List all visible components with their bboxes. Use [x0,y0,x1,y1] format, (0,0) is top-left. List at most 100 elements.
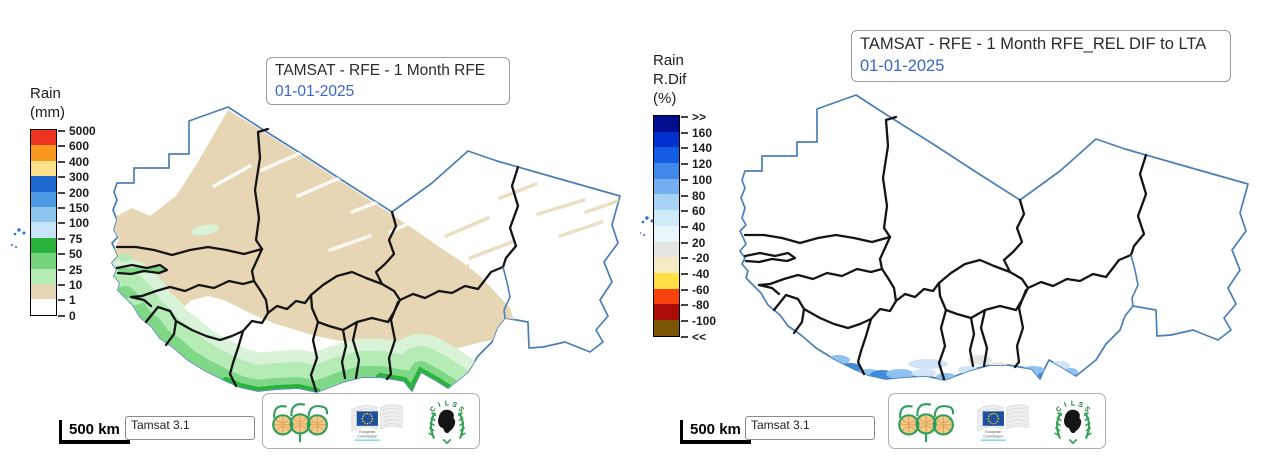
lake-chad-border [502,266,511,319]
colorbar-band [654,225,679,242]
legend-tick-label: 20 [692,235,706,250]
colorbar-band [654,116,679,132]
legend-tick [681,273,688,275]
panel-rfe-rel-dif: Rain R.Dif (%) >> 160 140 120 100 80 60 40 20 -20 -40… [640,0,1280,470]
colorbar-band [31,253,56,269]
svg-text:European: European [359,430,375,434]
colorbar-band [654,304,679,320]
legend-tick [681,288,688,291]
legend-tick [58,145,65,148]
agrhymet-logo [272,403,329,443]
map-title: TAMSAT - RFE - 1 Month RFE_REL DIF to LT… [860,35,1207,53]
colorbar-band [654,163,679,179]
map-title-box: TAMSAT - RFE - 1 Month RFE_REL DIF to LT… [851,30,1231,82]
colorbar-band [31,222,56,238]
svg-text:S: S [451,401,458,409]
legend-tick [58,237,65,240]
legend-tick-label: << [692,329,707,344]
legend-tick [681,147,688,150]
legend-rain-rdif-pct: Rain R.Dif (%) >> 160 140 120 100 80 60 40 20 -20 -40… [653,51,734,349]
legend-tick [58,268,65,271]
tamsat-version-label: Tamsat 3.1 [751,418,810,432]
colorbar-band [31,145,56,161]
legend-tick [58,284,65,286]
map-rfe[interactable] [0,0,640,470]
colorbar-band [31,160,56,177]
colorbar-band [31,206,56,223]
svg-text:L: L [445,400,449,407]
panel-rfe: Rain (mm) 5000 600 400 300 200 150 100 75 50 25 10 1 0… [0,0,640,470]
colorbar-band [654,241,679,258]
cilss-logo: CI L SS [1054,400,1092,445]
svg-text:L: L [1071,400,1075,407]
legend-tick [681,335,688,338]
legend-title-line: (%) [653,90,677,107]
country-borders [115,127,520,393]
svg-text:I: I [1063,402,1068,409]
colorbar-band [31,237,56,254]
legend-tick [681,210,688,213]
colorbar-band [654,178,679,195]
colorbar-band [654,319,679,336]
legend-tick-label: 400 [69,154,90,169]
legend-tick-label: 5000 [69,124,96,138]
colorbar-band [654,257,679,273]
svg-text:S: S [457,406,466,414]
colorbar-band [31,176,56,192]
legend-tick-label: -60 [692,282,710,297]
svg-text:S: S [1083,406,1092,414]
colorbar-band [654,131,679,148]
svg-text:S: S [1077,401,1084,409]
legend-tick [58,207,65,209]
map-title: TAMSAT - RFE - 1 Month RFE [275,62,486,79]
legend-tick [58,222,65,225]
legend-title-line: (mm) [30,104,65,121]
scale-label: 500 km [69,421,120,438]
svg-text:C: C [1055,405,1064,413]
svg-text:European: European [985,430,1001,434]
cape-verde-islands [640,216,654,236]
legend-tick-label: -100 [692,314,717,329]
legend-tick-label: 1 [69,293,76,308]
tamsat-version-box: Tamsat 3.1 [745,416,875,440]
legend-tick-label: 75 [69,231,83,246]
svg-text:Commission: Commission [983,434,1003,438]
colorbar-band [31,130,56,146]
legend-tick [681,194,688,197]
legend-tick-label: 120 [692,157,713,172]
legend-tick [681,131,688,134]
legend-tick-label: 0 [69,308,76,323]
legend-tick-label: 60 [692,204,706,219]
legend-tick-label: 200 [69,185,90,200]
colorbar-band [31,191,56,207]
scale-label: 500 km [690,421,741,438]
legend-tick [58,130,65,132]
cilss-logo: CI L SS [428,400,466,445]
legend-title-line: Rain [653,52,684,69]
legend-tick [681,241,688,244]
agrhymet-logo [898,403,955,443]
colorbar-band [654,147,679,164]
scale-bar: 500 km [680,420,751,444]
legend-tick-label: 80 [692,188,706,203]
legend-tick [681,304,688,307]
legend-tick-label: 600 [69,139,90,154]
map-date: 01-01-2025 [275,83,355,100]
legend-tick-label: 150 [69,201,90,215]
legend-tick [58,314,65,317]
legend-rain-mm: Rain (mm) 5000 600 400 300 200 150 100 75 50 25 10 1 0 [30,84,111,328]
legend-tick-label: 160 [692,125,713,140]
lake-chad-border [1130,254,1139,307]
legend-tick [681,116,688,118]
cape-verde-islands [11,228,26,248]
legend-colorbar [653,115,680,337]
legend-tick-label: 100 [692,172,713,187]
scale-bar: 500 km [59,420,130,444]
legend-tick-label: 10 [69,278,83,292]
map-date: 01-01-2025 [860,57,945,75]
legend-tick-label: -80 [692,298,710,313]
legend-tick [681,320,688,323]
map-rfe-rel-dif[interactable] [640,0,1280,470]
